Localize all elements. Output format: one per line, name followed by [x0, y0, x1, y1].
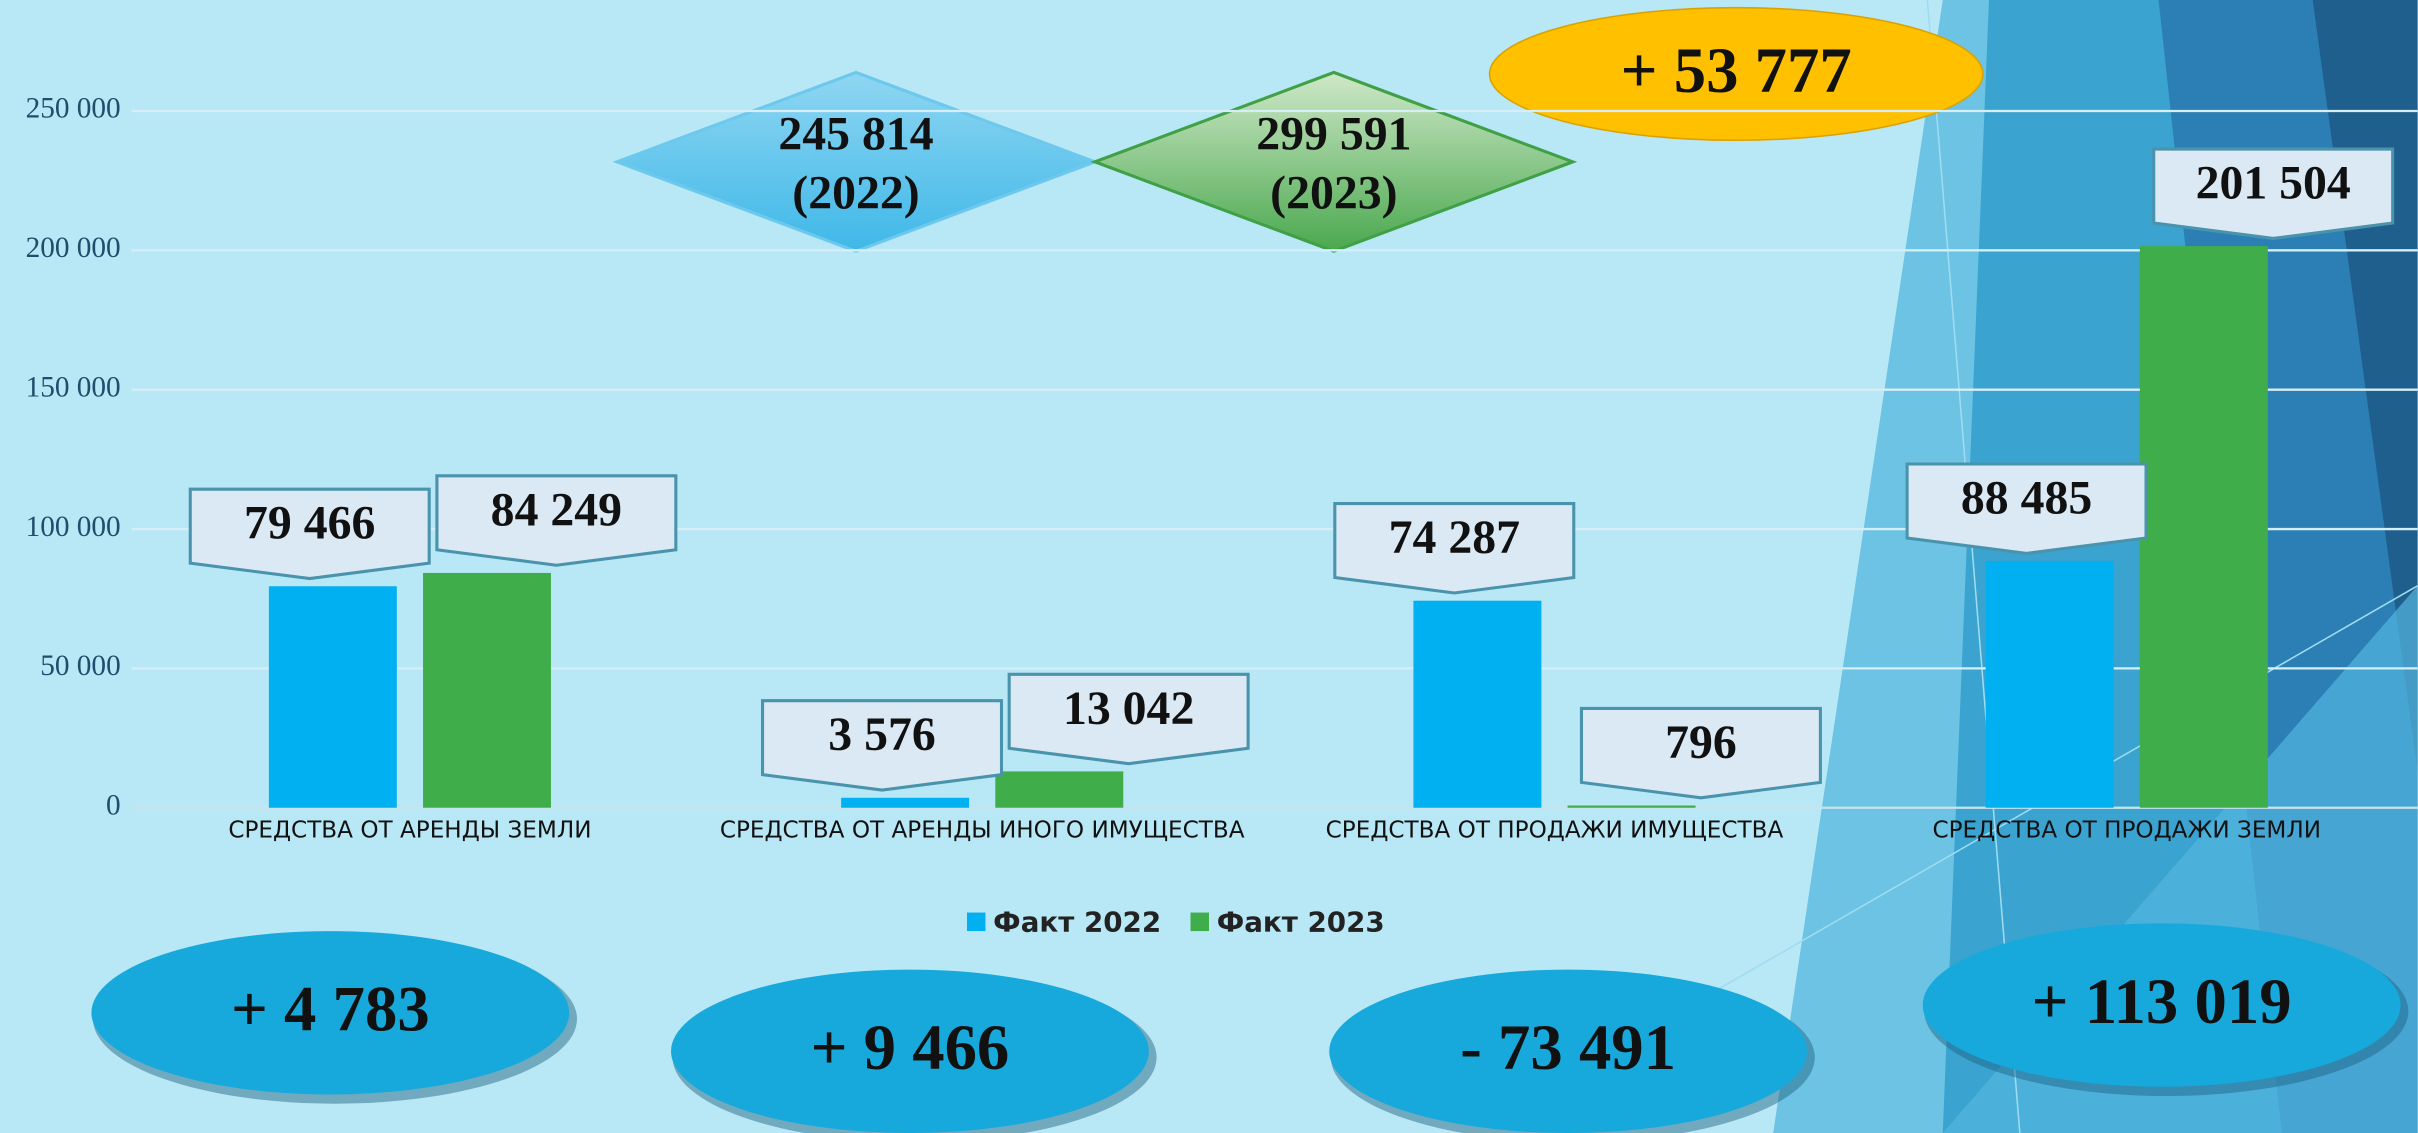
total-caption: (2023): [1270, 166, 1397, 219]
total-change-ellipse: [1488, 6, 1984, 142]
bar: [841, 797, 970, 808]
y-tick-label: 0: [106, 789, 121, 821]
change-ellipse: [1922, 923, 2401, 1087]
change-label: + 4 783: [231, 974, 430, 1046]
legend-label: Факт 2023: [1217, 905, 1385, 938]
legend-label: Факт 2022: [993, 905, 1161, 938]
bar: [1985, 561, 2114, 808]
value-label: 201 504: [2196, 157, 2351, 210]
y-tick-label: 150 000: [26, 371, 121, 403]
value-label: 74 287: [1389, 511, 1520, 564]
total-diamond: [1090, 70, 1578, 253]
value-callout: [1007, 672, 1250, 766]
y-tick-label: 200 000: [26, 232, 121, 264]
value-callout: [2152, 147, 2395, 240]
value-label: 13 042: [1063, 682, 1194, 735]
change-label: + 113 019: [2032, 966, 2292, 1038]
value-callout: [761, 699, 1004, 792]
value-callout: [188, 487, 431, 581]
value-callout: [435, 474, 678, 567]
value-callout: [1579, 706, 1822, 800]
y-tick-label: 100 000: [26, 511, 121, 543]
x-tick-label: СРЕДСТВА ОТ ПРОДАЖИ ИМУЩЕСТВА: [1326, 817, 1784, 843]
change-label: - 73 491: [1460, 1012, 1676, 1084]
value-label: 3 576: [828, 708, 935, 761]
y-tick-label: 50 000: [40, 650, 120, 682]
value-label: 84 249: [491, 483, 622, 536]
y-tick-label: 250 000: [26, 93, 121, 125]
value-label: 796: [1665, 716, 1737, 769]
change-ellipse: [91, 931, 570, 1095]
change-ellipse: [1329, 969, 1808, 1133]
bar: [1413, 600, 1542, 808]
value-callout: [1905, 462, 2148, 555]
total-value: 245 814: [778, 108, 933, 161]
total-caption: (2022): [792, 166, 919, 219]
bar: [423, 572, 551, 808]
bar: [2139, 246, 2268, 808]
change-ellipse: [671, 969, 1149, 1133]
value-callout: [1333, 502, 1576, 595]
legend-swatch: [1190, 912, 1209, 932]
bar: [1567, 805, 1696, 808]
value-label: 79 466: [244, 497, 375, 550]
x-tick-label: СРЕДСТВА ОТ АРЕНДЫ ЗЕМЛИ: [228, 817, 591, 843]
legend-swatch: [966, 912, 986, 932]
change-label: + 9 466: [811, 1012, 1010, 1084]
x-tick-label: СРЕДСТВА ОТ АРЕНДЫ ИНОГО ИМУЩЕСТВА: [720, 817, 1245, 843]
x-tick-label: СРЕДСТВА ОТ ПРОДАЖИ ЗЕМЛИ: [1932, 817, 2321, 843]
bar: [268, 586, 397, 808]
value-label: 88 485: [1961, 472, 2092, 525]
total-change: + 53 777: [1621, 35, 1852, 107]
bar: [995, 771, 1124, 808]
total-value: 299 591: [1256, 108, 1411, 161]
